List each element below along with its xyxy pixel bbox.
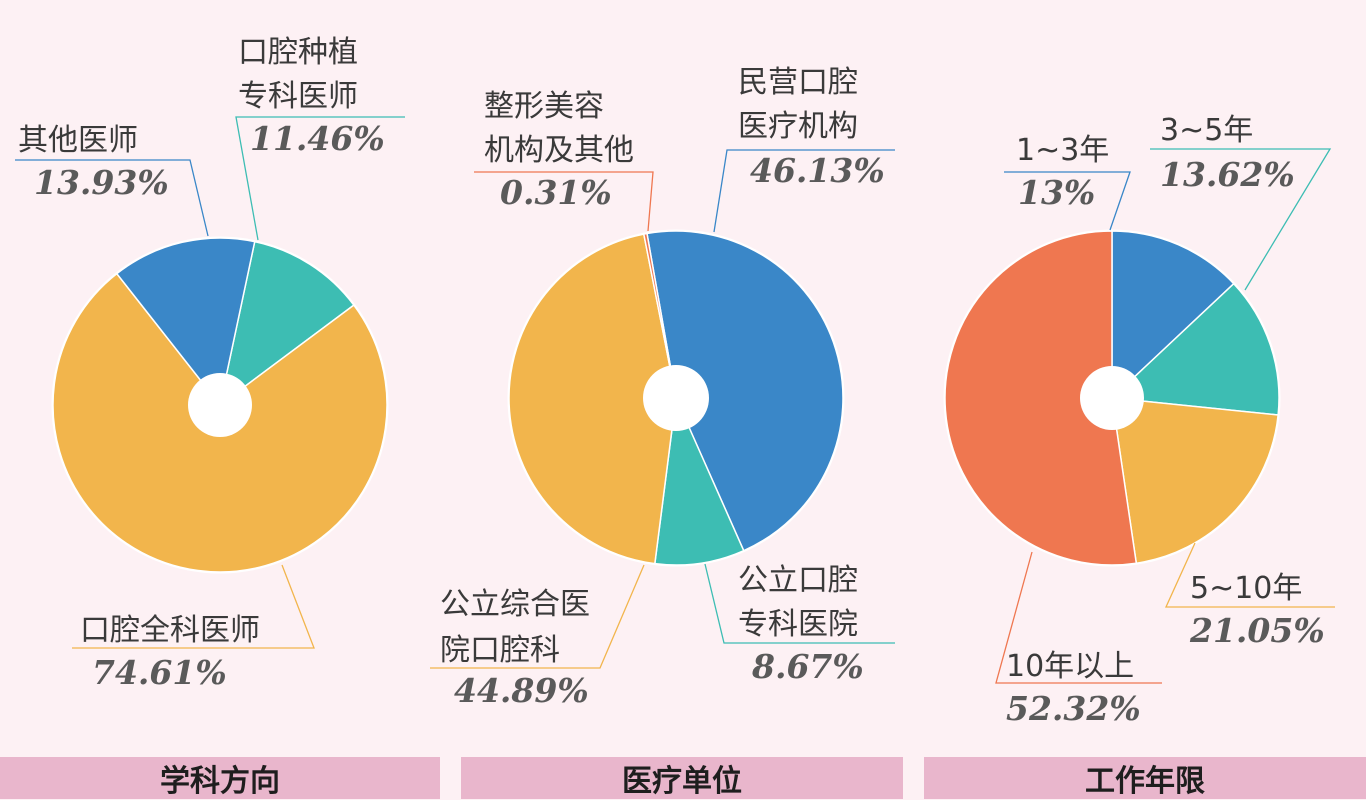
pie-slice	[643, 232, 677, 399]
pie-chart-3: 1~3年 13% 3~5年 13.62% 5~10年 21.05% 10年以上 52.32%	[943, 113, 1335, 728]
slice-name-label: 专科医院	[738, 607, 858, 642]
slice-name-label: 医疗机构	[738, 109, 858, 144]
slice-name-label: 其他医师	[18, 123, 138, 158]
slice-value-label: 52.32%	[1006, 689, 1141, 728]
slice-value-label: 44.89%	[454, 671, 589, 710]
slice-name-label: 公立综合医	[440, 587, 590, 622]
slice-value-label: 13.93%	[34, 163, 169, 202]
leader-line	[713, 149, 895, 233]
slice-name-label: 口腔全科医师	[80, 613, 260, 648]
leader-line	[1150, 148, 1332, 291]
slice-value-label: 21.05%	[1189, 611, 1325, 650]
slice-name-label: 机构及其他	[484, 133, 634, 168]
leader-line	[72, 564, 315, 649]
leader-line	[430, 564, 645, 669]
slice-value-label: 13%	[1018, 173, 1095, 212]
leader-line	[235, 116, 405, 241]
slice-value-label: 13.62%	[1160, 155, 1295, 194]
pie-center-hole	[643, 365, 709, 431]
slice-name-label: 院口腔科	[440, 633, 560, 668]
chart-1-title: 学科方向	[0, 757, 440, 799]
slice-name-label: 1~3年	[1016, 133, 1109, 168]
pie-slice	[116, 237, 256, 406]
slice-value-label: 74.61%	[92, 653, 227, 692]
pie-slice	[1111, 397, 1279, 564]
slice-value-label: 8.67%	[751, 647, 864, 686]
slice-name-label: 5~10年	[1190, 571, 1302, 606]
slice-name-label: 口腔种植	[238, 35, 358, 70]
leader-line	[995, 551, 1162, 684]
leader-line	[474, 171, 654, 232]
pie-center-hole	[1080, 366, 1144, 430]
pie-slice	[944, 230, 1138, 566]
pie-slice	[1111, 230, 1235, 399]
pie-slice	[654, 397, 745, 566]
slice-name-label: 10年以上	[1006, 649, 1134, 684]
slice-name-label: 3~5年	[1160, 113, 1253, 148]
slice-name-label: 公立口腔	[738, 563, 858, 598]
leader-line	[1164, 542, 1335, 608]
chart-2-title: 医疗单位	[461, 757, 903, 799]
pie-center-hole	[188, 373, 252, 437]
pie-slice	[219, 240, 355, 406]
pie-slice	[1111, 282, 1280, 416]
slice-value-label: 46.13%	[750, 151, 885, 190]
slice-name-label: 整形美容	[484, 89, 604, 124]
leader-line	[1004, 171, 1131, 231]
pie-slice	[646, 230, 844, 552]
leader-line	[704, 563, 895, 644]
slice-value-label: 0.31%	[500, 173, 612, 212]
chart-3-title: 工作年限	[924, 757, 1366, 799]
leader-line	[15, 159, 209, 237]
slice-name-label: 民营口腔	[738, 65, 858, 100]
slice-name-label: 专科医师	[238, 79, 358, 114]
pie-slice	[508, 233, 677, 565]
slice-value-label: 11.46%	[250, 119, 385, 158]
